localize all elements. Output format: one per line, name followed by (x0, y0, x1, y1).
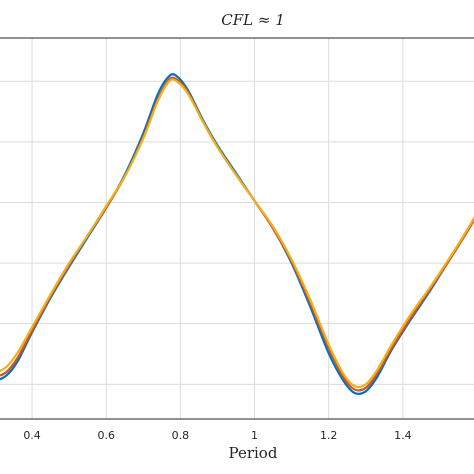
x-tick-labels: 0.40.60.811.21.41 (23, 429, 474, 442)
x-tick-label: 0.6 (97, 429, 115, 442)
series-line-3 (0, 78, 474, 389)
plot-frame (0, 37, 474, 420)
x-tick-label: 1 (251, 429, 258, 442)
series-group (0, 73, 474, 396)
x-axis-label: Period (229, 444, 278, 462)
x-tick-label: 0.4 (23, 429, 41, 442)
x-tick-label: 1.2 (320, 429, 338, 442)
grid (0, 38, 474, 419)
chart-title: CFL ≈ 1 (221, 11, 285, 29)
x-tick-label: 1.4 (394, 429, 412, 442)
x-tick-label: 0.8 (172, 429, 190, 442)
